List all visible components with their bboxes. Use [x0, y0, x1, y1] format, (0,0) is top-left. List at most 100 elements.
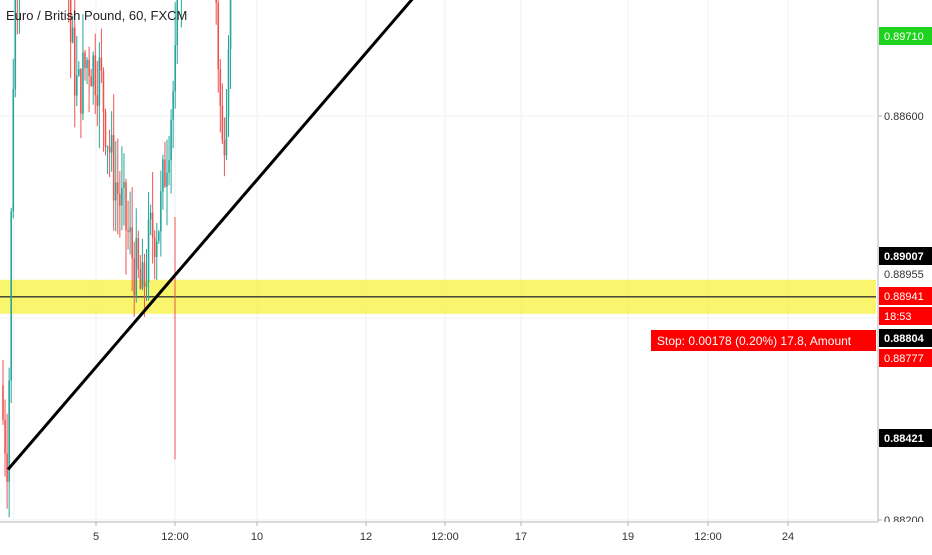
candle-body: [149, 212, 152, 220]
candle: [4, 399, 6, 477]
candle: [151, 172, 154, 264]
candle: [90, 68, 92, 87]
candle-body: [217, 2, 220, 69]
candle: [71, 15, 74, 44]
candle: [217, 0, 220, 93]
candle-body: [225, 117, 228, 156]
price-axis: 0.898000.896000.894000.892000.886000.884…: [877, 0, 932, 527]
candle-body: [104, 111, 107, 147]
candle: [131, 187, 133, 292]
candle-body: [137, 238, 140, 270]
candle-body: [127, 230, 129, 232]
price-label-text: 0.88804: [884, 333, 925, 345]
candle-body: [166, 172, 168, 187]
candle: [92, 51, 94, 105]
candle: [147, 192, 150, 301]
time-tick-label: 24: [782, 531, 794, 543]
candle: [160, 170, 162, 257]
candle: [68, 0, 70, 23]
candle-body: [76, 75, 78, 96]
time-axis-bg: [0, 522, 932, 550]
candle-body: [10, 211, 12, 381]
price-label-text: 0.88777: [884, 353, 924, 365]
candle: [16, 0, 18, 35]
candle-body: [221, 105, 224, 140]
candle: [73, 0, 76, 128]
candle-body: [12, 89, 15, 212]
price-label: [879, 329, 932, 347]
price-label: [879, 27, 932, 45]
time-tick-label: 17: [515, 531, 527, 543]
candle-body: [145, 282, 148, 288]
candle: [121, 146, 123, 231]
time-tick-label: 12: [360, 531, 372, 543]
candle: [119, 171, 121, 238]
candle-body: [78, 68, 80, 76]
candle: [137, 230, 140, 279]
candle: [78, 61, 80, 78]
candle-body: [119, 193, 121, 206]
candle-body: [6, 453, 8, 482]
candle-body: [153, 237, 156, 258]
candle: [84, 50, 86, 81]
candle: [155, 222, 158, 281]
candle-body: [125, 182, 127, 231]
candle: [88, 46, 90, 113]
candle-body: [69, 0, 72, 43]
candle-body: [106, 146, 109, 148]
candle: [223, 117, 226, 177]
candle: [141, 238, 144, 291]
candle: [104, 108, 107, 156]
candle: [6, 413, 8, 509]
candle: [221, 83, 224, 144]
candle: [174, 2, 176, 109]
candle-body: [84, 52, 86, 68]
candle: [69, 0, 72, 79]
candle-body: [123, 182, 125, 188]
candle-body: [94, 55, 97, 96]
time-tick-label: 12:00: [694, 531, 722, 543]
candle: [172, 80, 174, 149]
stop-tag: [651, 330, 876, 351]
price-label: [879, 307, 932, 325]
candle-body: [121, 187, 123, 206]
price-label-text: 0.89710: [884, 31, 924, 43]
candle-body: [4, 419, 6, 454]
candle-body: [88, 60, 90, 77]
candle: [18, 0, 20, 34]
candle-body: [92, 55, 94, 87]
candle-body: [86, 60, 88, 68]
candle-body: [227, 49, 230, 118]
candle-body: [164, 159, 166, 187]
candle: [94, 33, 97, 115]
candle-body: [114, 182, 117, 201]
candle-body: [133, 258, 135, 296]
price-label-text: 0.88955: [884, 269, 924, 281]
candle-body: [90, 76, 92, 87]
candle: [219, 59, 222, 133]
candle-body: [129, 227, 131, 232]
candle: [143, 253, 146, 317]
candle: [135, 208, 138, 303]
chart-title: Euro / British Pound, 60, FXCM: [6, 8, 188, 23]
candle: [123, 153, 125, 226]
candle: [168, 135, 170, 186]
price-label: [879, 265, 932, 283]
time-axis: 5 12:00 10 12 12:00 17 19 12:00 24: [0, 521, 932, 550]
candle-body: [108, 146, 111, 153]
candle-body: [139, 269, 142, 289]
time-tick-label: 10: [251, 531, 263, 543]
candle-body: [80, 68, 82, 114]
time-tick-label: 19: [622, 531, 634, 543]
candle: [153, 230, 156, 280]
candle: [102, 67, 105, 152]
candle-body: [151, 212, 154, 238]
candle: [114, 141, 117, 232]
candle: [12, 58, 15, 219]
candle-body: [155, 241, 158, 258]
candle: [106, 145, 109, 175]
candle: [82, 14, 84, 121]
candle: [10, 207, 12, 404]
